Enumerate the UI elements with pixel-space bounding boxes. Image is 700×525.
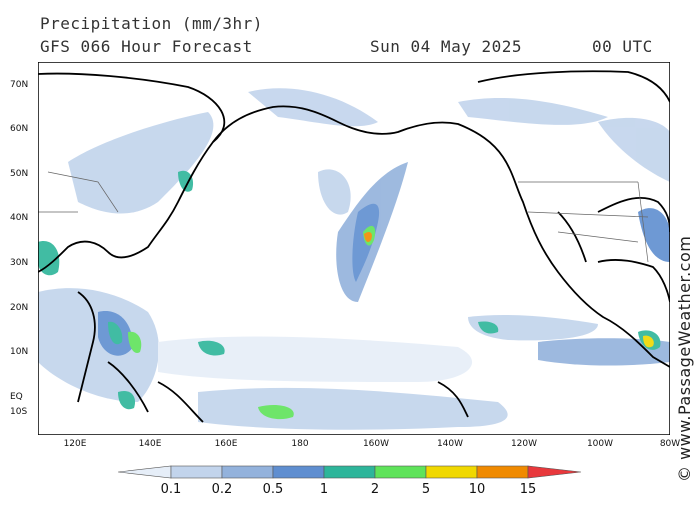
colorbar-segment [272,465,325,479]
lat-label: 40N [10,213,29,223]
colorbar-label: 0.1 [160,482,182,497]
lat-label: 60N [10,124,29,134]
lat-label: 30N [10,258,29,268]
lon-label: 140W [436,439,464,449]
borders [38,171,649,263]
lon-label: 160E [214,439,238,449]
precipitation-map [38,62,670,435]
colorbar-segment [425,465,478,479]
forecast-date: Sun 04 May 2025 [370,37,522,56]
colorbar-label: 15 [519,482,537,497]
colorbar-segment [221,465,274,479]
colorbar-segment [476,465,529,479]
lat-label: 10S [10,407,28,417]
colorbar-segment [118,465,172,479]
lon-label: 140E [138,439,162,449]
colorbar-segment [374,465,427,479]
lon-label: 180 [291,439,309,449]
lon-label: 160W [362,439,390,449]
chart-title: Precipitation (mm/3hr) [40,14,263,33]
colorbar-segment [323,465,376,479]
colorbar-label: 0.5 [262,482,284,497]
precip-overlay [38,88,670,430]
lon-label: 80W [659,439,681,449]
colorbar-label: 0.2 [211,482,233,497]
colorbar-label: 5 [421,482,431,497]
lat-label: 20N [10,303,29,313]
colorbar [118,465,582,479]
forecast-time: 00 UTC [592,37,653,56]
colorbar-label: 10 [468,482,486,497]
colorbar-segment [527,465,582,479]
lon-label: 100W [586,439,614,449]
forecast-label: GFS 066 Hour Forecast [40,37,253,56]
colorbar-segment [170,465,223,479]
credit-text: © www.PassageWeather.com [675,235,694,482]
colorbar-label: 2 [370,482,380,497]
coastlines [38,70,670,423]
colorbar-label: 1 [319,482,329,497]
lat-label: 70N [10,80,29,90]
lat-label: 50N [10,169,29,179]
lon-label: 120W [510,439,538,449]
lat-label: 10N [10,347,29,357]
lon-label: 120E [63,439,87,449]
lat-label: EQ [10,392,23,402]
